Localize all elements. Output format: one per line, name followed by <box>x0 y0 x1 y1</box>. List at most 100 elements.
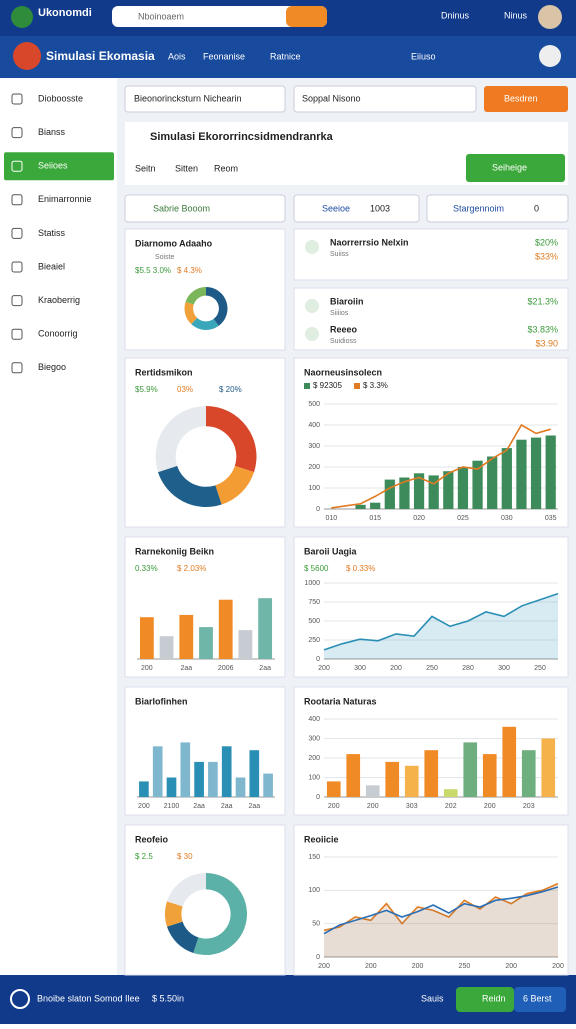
stat-title: Reeeo <box>330 324 358 334</box>
annotation: $ 20% <box>219 385 242 394</box>
sidebar-item[interactable]: Enimarronnie <box>38 194 92 204</box>
sidebar-icon <box>11 261 23 273</box>
x-tick-label: 030 <box>501 515 513 522</box>
filter-select[interactable] <box>124 194 286 223</box>
chart-title: Naorneusinsolecn <box>304 367 382 377</box>
x-tick-label: 250 <box>426 665 438 672</box>
bar <box>199 627 213 659</box>
x-tick-label: 025 <box>457 515 469 522</box>
y-tick-label: 200 <box>308 464 320 471</box>
bar <box>258 598 273 659</box>
nav-link[interactable]: Aois <box>168 51 186 61</box>
area <box>324 883 558 957</box>
bar <box>384 479 395 509</box>
chart-title: Rertidsmikon <box>135 367 193 377</box>
y-tick-label: 100 <box>308 887 320 894</box>
sidebar-active <box>4 152 114 181</box>
button-label: Seiheige <box>492 162 527 172</box>
donut-slice <box>206 406 257 473</box>
x-tick-label: 200 <box>505 963 517 970</box>
footer-button-label: 6 Berst <box>523 993 552 1003</box>
y-tick-label: 200 <box>308 755 320 762</box>
y-tick-label: 750 <box>308 599 320 606</box>
x-tick-label: 200 <box>412 963 424 970</box>
annotation: $ 30 <box>177 852 193 861</box>
x-tick-label: 200 <box>138 803 150 810</box>
legend-label: $ 3.3% <box>363 381 388 390</box>
tab[interactable]: Sitten <box>175 163 198 173</box>
sidebar-item[interactable]: Seiioes <box>38 161 68 171</box>
filter-label: Sabrie Booom <box>153 203 210 213</box>
bar <box>443 471 454 509</box>
annotation: $ 0.33% <box>346 564 375 573</box>
select[interactable] <box>293 85 477 113</box>
sidebar-icon <box>11 127 23 139</box>
bar <box>530 437 542 509</box>
bar <box>139 617 154 659</box>
bar <box>502 726 517 797</box>
button[interactable] <box>466 154 565 182</box>
bar <box>355 504 366 509</box>
bar <box>443 789 458 797</box>
bar <box>218 599 233 659</box>
sidebar-item[interactable]: Dioboosste <box>38 93 83 103</box>
x-tick-label: 020 <box>413 515 425 522</box>
sidebar-item[interactable]: Bianss <box>38 127 66 137</box>
footer-button[interactable] <box>514 987 566 1012</box>
x-tick-label: 250 <box>534 665 546 672</box>
footer-link[interactable]: Sauis <box>421 993 444 1003</box>
tab[interactable]: Seitn <box>135 163 156 173</box>
footer-icon <box>10 989 30 1009</box>
x-tick-label: 200 <box>141 665 153 672</box>
x-tick-label: 015 <box>369 515 381 522</box>
sidebar-item[interactable]: Bieaiel <box>38 261 65 271</box>
x-tick-label: 2aa <box>259 665 271 672</box>
filter-label: Seeioe <box>322 203 350 213</box>
avatar[interactable] <box>538 5 562 29</box>
search-box[interactable] <box>112 6 327 27</box>
annotation: $ 2.5 <box>135 852 153 861</box>
stat-title: Naorrerrsio Nelxin <box>330 237 409 247</box>
chart-title: Rootaria Naturas <box>304 696 377 706</box>
annotation: 03% <box>177 385 193 394</box>
sidebar-icon <box>11 160 23 172</box>
x-tick-label: 2100 <box>164 803 180 810</box>
sidebar-item[interactable]: Conoorrig <box>38 329 78 339</box>
stat-title: Biaroiin <box>330 296 364 306</box>
nav-avatar[interactable] <box>539 45 561 67</box>
bar <box>221 746 232 797</box>
header-link[interactable]: Dninus <box>441 10 470 20</box>
search-button[interactable] <box>286 6 327 27</box>
nav-link[interactable]: Ratnice <box>270 51 301 61</box>
bar <box>463 742 478 797</box>
sidebar-item[interactable]: Kraoberrig <box>38 295 80 305</box>
select-label: Soppal Nisono <box>302 93 361 103</box>
tab[interactable]: Reom <box>214 163 238 173</box>
footer-button[interactable] <box>456 987 514 1012</box>
stat-value: $20% <box>535 237 558 247</box>
nav-right[interactable]: Eiiuso <box>411 51 436 61</box>
footer-text: Bnoibe slaton Somod Ilee <box>37 993 140 1003</box>
button[interactable] <box>484 86 568 112</box>
sidebar-item[interactable]: Statiss <box>38 228 66 238</box>
nav-link[interactable]: Feonanise <box>203 51 245 61</box>
sidebar-icon <box>11 194 23 206</box>
legend-swatch <box>354 383 360 389</box>
filter-tag[interactable] <box>426 194 569 223</box>
stat-value: $3.83% <box>527 324 558 334</box>
header-link[interactable]: Ninus <box>504 10 528 20</box>
donut-slice <box>215 465 255 505</box>
stat-value: $33% <box>535 251 558 261</box>
select[interactable] <box>124 85 286 113</box>
bar <box>545 435 556 509</box>
x-tick-label: 300 <box>354 665 366 672</box>
y-tick-label: 250 <box>308 637 320 644</box>
bar <box>208 761 218 797</box>
y-tick-label: 500 <box>308 618 320 625</box>
card <box>293 824 569 976</box>
sidebar-item[interactable]: Biegoo <box>38 362 66 372</box>
filter-label: Stargennoim <box>453 203 504 213</box>
filter-chip[interactable] <box>293 194 420 223</box>
x-tick-label: 2aa <box>180 665 192 672</box>
legend-swatch <box>304 383 310 389</box>
